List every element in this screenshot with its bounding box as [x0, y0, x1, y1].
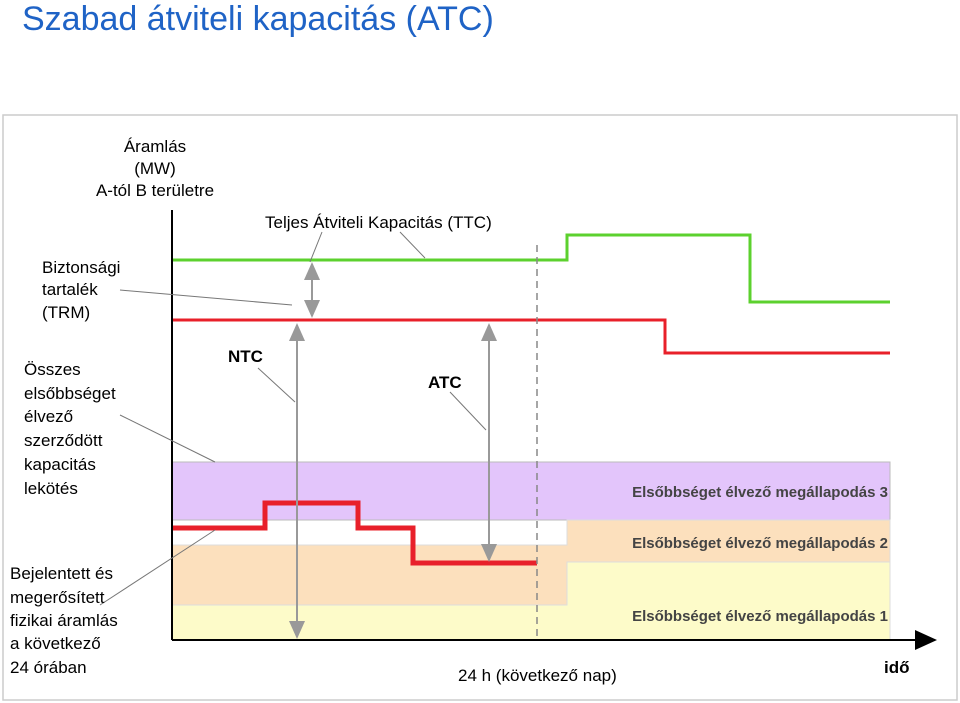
- agreement-1-label: Elsőbbséget élvező megállapodás 1: [632, 608, 888, 625]
- ttc-line: [172, 233, 890, 304]
- label-line: elsőbbséget: [24, 384, 116, 403]
- label-line: (TRM): [42, 303, 90, 322]
- flow-callout: [99, 529, 216, 606]
- label-line: Áramlás: [124, 137, 186, 156]
- label-line: élvező: [24, 407, 73, 426]
- agreement-2-label: Elsőbbséget élvező megállapodás 2: [632, 535, 888, 552]
- label-line: a következő: [10, 634, 101, 653]
- y-axis-label: Áramlás (MW) A-tól B területre: [96, 137, 214, 200]
- trm-label: Biztonsági tartalék (TRM): [42, 258, 120, 322]
- label-line: A-tól B területre: [96, 181, 214, 200]
- label-line: szerződött: [24, 431, 103, 450]
- atc-callout: [449, 391, 487, 431]
- x-axis-label: idő: [884, 658, 910, 677]
- label-line: Biztonsági: [42, 258, 120, 277]
- label-line: (MW): [134, 159, 176, 178]
- atc-label: ATC: [428, 373, 462, 392]
- label-line: fizikai áramlás: [10, 611, 118, 630]
- trm-callout: [119, 289, 293, 306]
- contracts-callout: [119, 414, 216, 463]
- label-line: Bejelentett és: [10, 564, 113, 583]
- label-line: kapacitás: [24, 455, 96, 474]
- ttc-label: Teljes Átviteli Kapacitás (TTC): [265, 213, 492, 232]
- label-line: lekötés: [24, 479, 78, 498]
- label-line: tartalék: [42, 280, 98, 299]
- flow-line: [172, 500, 537, 566]
- ntc-line: [172, 318, 890, 355]
- ttc-callout: [309, 231, 426, 263]
- ntc-callout: [257, 367, 296, 403]
- ntc-label: NTC: [228, 347, 263, 366]
- frame: [2, 114, 958, 701]
- agreement-3-label: Elsőbbséget élvező megállapodás 3: [632, 484, 888, 501]
- contracts-label: Összes elsőbbséget élvező szerződött kap…: [24, 360, 116, 498]
- label-line: megerősített: [10, 588, 105, 607]
- title: Szabad átviteli kapacitás (ATC): [22, 0, 494, 38]
- period-label: 24 h (következő nap): [458, 666, 617, 685]
- label-line: Összes: [24, 360, 81, 379]
- flow-label: Bejelentett és megerősített fizikai áram…: [10, 564, 118, 677]
- label-line: 24 órában: [10, 658, 87, 677]
